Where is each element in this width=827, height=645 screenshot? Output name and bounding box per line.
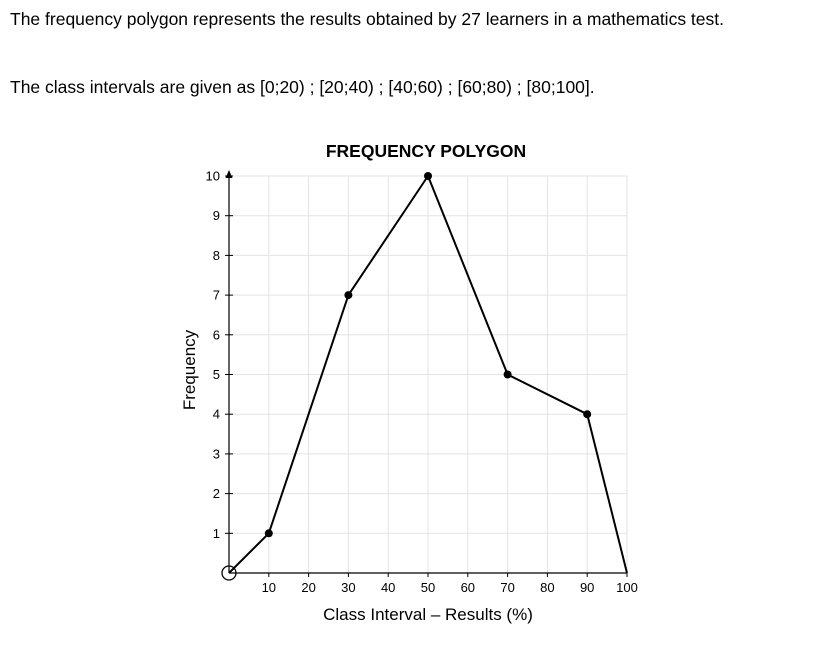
y-tick-label: 6 <box>213 327 220 342</box>
y-tick-label: 4 <box>213 407 220 422</box>
y-tick-label: 7 <box>213 288 220 303</box>
intro-intervals-sentence: The class intervals are given as [0;20) … <box>10 76 595 99</box>
chart-ticks: 10 20 30 40 50 60 70 80 90 100 1 2 3 4 5 6 7 8 9 10 <box>206 169 638 596</box>
data-point <box>503 370 512 379</box>
chart-grid <box>229 175 628 573</box>
y-tick-label: 1 <box>213 526 220 541</box>
intervals-prefix: The class intervals are given as <box>10 77 260 97</box>
y-tick-label: 2 <box>213 486 220 501</box>
y-tick-label: 5 <box>213 367 220 382</box>
y-tick-label: 10 <box>206 169 220 184</box>
intro-paragraph: The frequency polygon represents the res… <box>10 9 725 29</box>
x-tick-label: 100 <box>616 580 638 595</box>
data-point <box>264 529 273 538</box>
data-point <box>344 291 353 300</box>
x-tick-label: 10 <box>262 580 276 595</box>
y-axis-title: Frequency <box>180 329 199 410</box>
y-tick-label: 3 <box>213 446 220 461</box>
intervals-suffix: . <box>589 77 595 97</box>
x-tick-label: 60 <box>461 580 475 595</box>
data-point <box>583 410 592 419</box>
x-axis-title: Class Interval – Results (%) <box>323 605 533 624</box>
x-tick-label: 20 <box>301 580 315 595</box>
x-tick-label: 90 <box>580 580 594 595</box>
y-tick-label: 8 <box>213 248 220 263</box>
x-tick-label: 80 <box>540 580 554 595</box>
x-tick-label: 30 <box>341 580 355 595</box>
x-tick-label: 50 <box>421 580 435 595</box>
chart-axes <box>225 170 627 574</box>
class-intervals: [0;20) ; [20;40) ; [40;60) ; [60;80) ; [… <box>259 77 590 97</box>
chart-title: FREQUENCY POLYGON <box>326 141 526 161</box>
x-tick-label: 40 <box>381 580 395 595</box>
x-tick-label: 70 <box>500 580 514 595</box>
data-point <box>424 172 432 180</box>
origin-open-point <box>221 565 237 581</box>
chart-series <box>221 172 628 581</box>
y-axis-arrow <box>225 170 233 178</box>
y-tick-label: 9 <box>213 208 220 223</box>
